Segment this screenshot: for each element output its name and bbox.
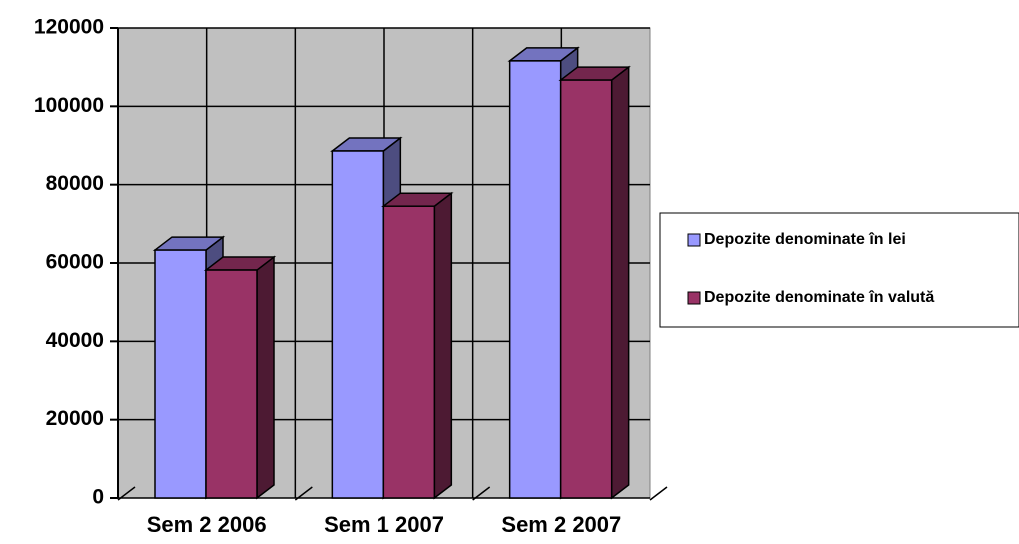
- y-tick-label: 80000: [46, 172, 104, 195]
- legend-box: [659, 212, 1019, 328]
- bar: [382, 205, 436, 499]
- x-tick-label: Sem 2 2006: [147, 512, 267, 537]
- bar-side: [256, 255, 275, 500]
- floor-edge: [472, 486, 491, 501]
- bar-side: [610, 65, 630, 500]
- y-tick-label: 0: [92, 486, 104, 509]
- y-tick-label: 40000: [46, 329, 104, 352]
- x-tick-label: Sem 2 2007: [501, 512, 621, 537]
- legend-swatch: [687, 233, 701, 247]
- y-tick-label: 100000: [34, 94, 104, 117]
- legend-swatch: [687, 291, 701, 305]
- legend-label: Depozite denominate în valută: [704, 289, 934, 306]
- bar: [508, 60, 562, 499]
- bar: [205, 269, 258, 499]
- y-tick-label: 20000: [46, 407, 104, 430]
- y-tick-label: 120000: [34, 16, 104, 39]
- bar: [154, 249, 207, 499]
- floor-edge: [649, 486, 668, 501]
- legend-label: Depozite denominate în lei: [704, 231, 906, 248]
- x-tick-label: Sem 1 2007: [324, 512, 444, 537]
- bar: [331, 150, 385, 499]
- y-tick-label: 60000: [46, 251, 104, 274]
- floor-edge: [294, 486, 313, 501]
- floor-edge: [117, 486, 136, 501]
- bar-side: [433, 191, 453, 500]
- bar: [559, 79, 613, 499]
